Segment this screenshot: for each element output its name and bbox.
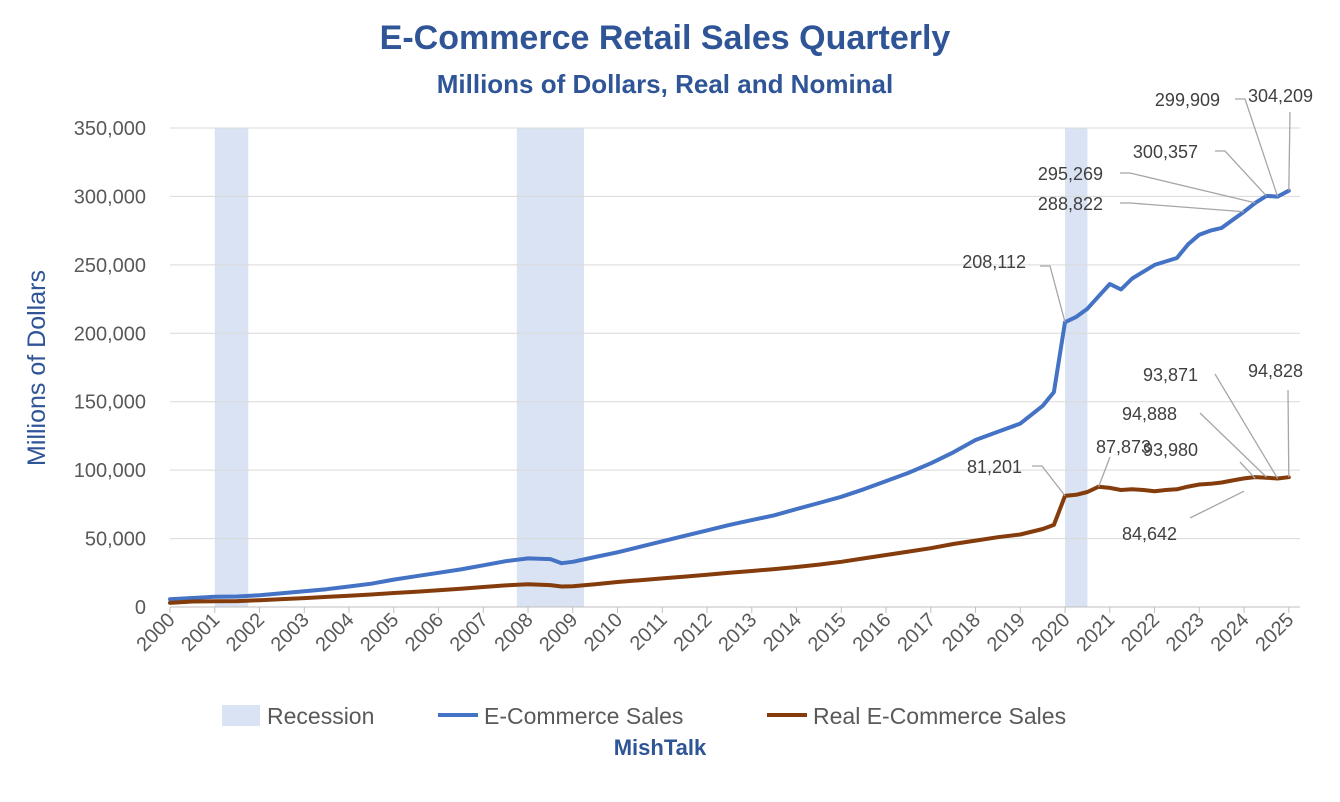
x-axis-ticks: 2000200120022003200420052006200720082009… <box>133 607 1298 656</box>
recession-band-3 <box>1065 128 1088 607</box>
gridlines <box>170 127 1300 608</box>
legend-nominal-label: E-Commerce Sales <box>484 703 683 729</box>
annotation-label-real-2025: 94,828 <box>1248 361 1303 381</box>
annotation-label-real-2024_75: 93,871 <box>1143 365 1198 385</box>
annotation-leader-real-2024_75 <box>1214 373 1279 479</box>
legend-recession-swatch <box>222 705 260 726</box>
annotation-leader-nominal-2024_5 <box>1215 150 1267 197</box>
y-tick-label-50000: 50,000 <box>85 529 146 551</box>
x-tick-label-2024: 2024 <box>1207 609 1254 656</box>
annotation-leader-nominal-2025 <box>1288 111 1291 191</box>
annotation-label-nominal-2024: 288,822 <box>1038 194 1103 214</box>
recession-band-2 <box>516 128 584 607</box>
x-tick-label-2005: 2005 <box>356 609 403 656</box>
x-tick-label-2001: 2001 <box>177 609 224 656</box>
chart-title: E-Commerce Retail Sales Quarterly <box>380 19 951 57</box>
annotation-label-real-2024_5: 94,888 <box>1122 404 1177 424</box>
x-tick-label-2006: 2006 <box>401 609 448 656</box>
x-tick-label-2004: 2004 <box>312 609 359 656</box>
annotation-label-real-2020_75: 87,873 <box>1096 437 1151 457</box>
annotation-leader-nominal-2024_25 <box>1120 172 1256 204</box>
y-tick-label-100000: 100,000 <box>74 460 146 482</box>
annotation-label-nominal-2020: 208,112 <box>962 252 1026 272</box>
legend-recession-label: Recession <box>267 703 374 729</box>
x-tick-label-2012: 2012 <box>670 609 717 656</box>
y-axis-ticks: 0 50,000 100,000 150,000 200,000 250,000 300,0… <box>74 118 146 619</box>
annotation-leader-nominal-2020 <box>1040 265 1066 323</box>
annotation-leader-nominal-2024_75 <box>1235 98 1279 197</box>
x-tick-label-2003: 2003 <box>267 609 314 656</box>
x-tick-label-2018: 2018 <box>938 609 985 656</box>
annotation-leader-real-2025 <box>1287 389 1290 478</box>
y-tick-label-200000: 200,000 <box>74 323 146 345</box>
annotation-label-real-2020: 81,201 <box>967 457 1022 477</box>
x-tick-label-2022: 2022 <box>1117 609 1164 656</box>
x-tick-label-2017: 2017 <box>893 609 940 656</box>
annotation-label-nominal-2025: 304,209 <box>1248 86 1313 106</box>
x-tick-label-2002: 2002 <box>222 609 269 656</box>
legend: Recession E-Commerce Sales Real E-Commer… <box>222 703 1066 729</box>
data-annotations: 208,112 288,822 295,269 300,357 299,909 304,2… <box>962 86 1313 544</box>
x-tick-label-2008: 2008 <box>491 609 538 656</box>
chart-subtitle: Millions of Dollars, Real and Nominal <box>437 69 894 99</box>
series-line-real <box>168 475 1291 605</box>
annotation-leader-real-2020 <box>1032 465 1066 497</box>
x-tick-label-2014: 2014 <box>759 609 806 656</box>
x-tick-label-2019: 2019 <box>983 609 1030 656</box>
y-tick-label-0: 0 <box>135 597 146 619</box>
x-tick-label-2020: 2020 <box>1028 609 1075 656</box>
x-tick-label-2016: 2016 <box>849 609 896 656</box>
y-tick-label-150000: 150,000 <box>74 392 146 414</box>
x-tick-label-2021: 2021 <box>1072 609 1119 656</box>
x-tick-label-2011: 2011 <box>626 609 672 655</box>
annotation-leader-real-2020_75 <box>1098 456 1111 487</box>
recession-bands <box>214 128 1088 607</box>
credit-text: MishTalk <box>614 735 707 760</box>
annotation-label-real-2024_25: 93,980 <box>1143 440 1198 460</box>
annotation-label-nominal-2024_25: 295,269 <box>1038 164 1103 184</box>
annotation-label-nominal-2024_5: 300,357 <box>1133 142 1198 162</box>
annotation-label-real-2024: 84,642 <box>1122 524 1177 544</box>
annotation-leader-real-2024_25 <box>1239 461 1256 479</box>
series-line-nominal <box>168 188 1291 602</box>
x-tick-label-2023: 2023 <box>1162 609 1209 656</box>
annotation-leader-real-2024_5 <box>1199 412 1267 478</box>
x-tick-label-2025: 2025 <box>1251 609 1298 656</box>
annotation-label-nominal-2024_75: 299,909 <box>1155 90 1220 110</box>
annotation-leader-nominal-2024 <box>1120 202 1245 213</box>
x-tick-label-2009: 2009 <box>535 609 582 656</box>
y-tick-label-300000: 300,000 <box>74 186 146 208</box>
x-tick-label-2007: 2007 <box>446 609 493 656</box>
y-tick-label-350000: 350,000 <box>74 118 146 140</box>
recession-band-1 <box>214 128 249 607</box>
annotation-leader-real-2024 <box>1189 490 1245 519</box>
y-tick-label-250000: 250,000 <box>74 255 146 277</box>
x-tick-label-2013: 2013 <box>714 609 761 656</box>
x-tick-label-2010: 2010 <box>580 609 627 656</box>
x-tick-label-2015: 2015 <box>804 609 851 656</box>
legend-real-label: Real E-Commerce Sales <box>813 703 1066 729</box>
series-lines <box>168 188 1291 605</box>
y-axis-label: Millions of Dollars <box>23 270 51 466</box>
